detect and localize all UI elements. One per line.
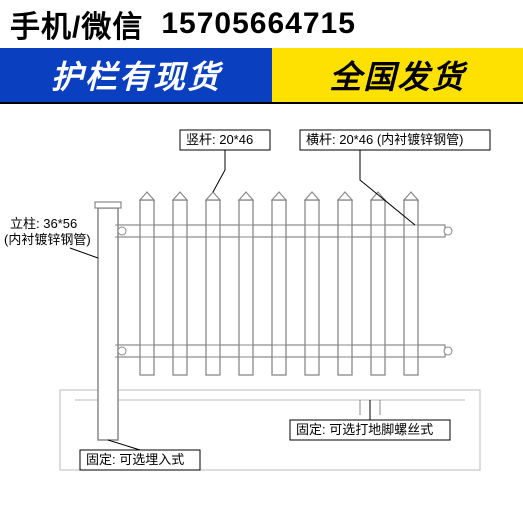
label-post-line1: 立柱: 36*56 <box>10 216 77 231</box>
label-fix-right: 固定: 可选打地脚螺丝式 <box>296 422 433 437</box>
label-horizontal-bar: 横杆: 20*46 (内衬镀锌钢管) <box>306 132 463 147</box>
contact-label: 手机/微信 <box>10 2 143 46</box>
header-banner: 护栏有现货 全国发货 <box>0 48 523 104</box>
label-fix-left: 固定: 可选埋入式 <box>86 452 184 467</box>
banner-stock: 护栏有现货 <box>0 48 272 102</box>
fence-diagram: 竖杆: 20*46 横杆: 20*46 (内衬镀锌钢管) 立柱: 36*56(内衬镀… <box>0 110 523 513</box>
label-vertical-bar: 竖杆: 20*46 <box>186 132 253 147</box>
header-top: 手机/微信 15705664715 <box>0 0 523 48</box>
banner-shipping: 全国发货 <box>272 48 523 102</box>
label-post-line2: (内衬镀锌钢管) <box>4 232 91 247</box>
phone-number: 15705664715 <box>161 7 356 41</box>
